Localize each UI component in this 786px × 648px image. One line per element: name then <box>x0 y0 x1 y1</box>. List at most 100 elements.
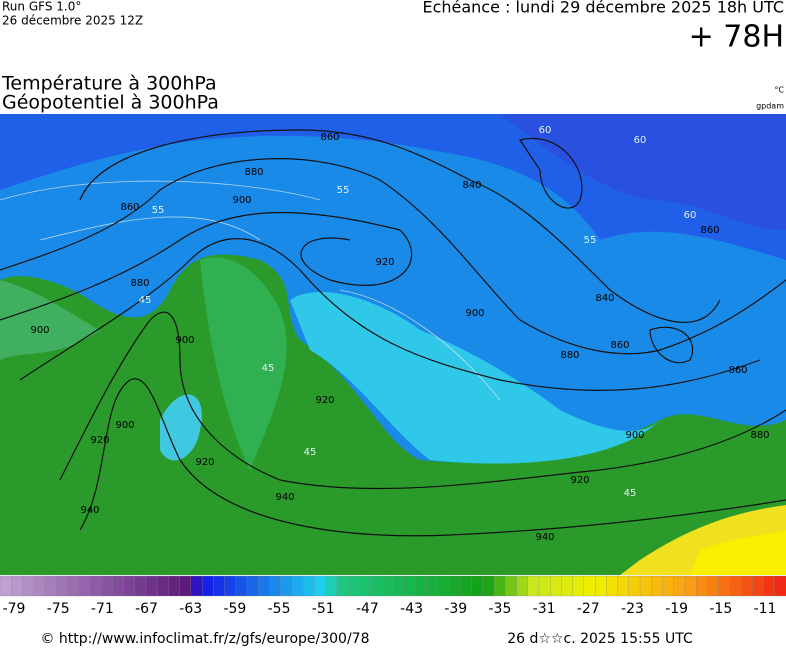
title-geo: Géopotentiel à 300hPa <box>2 92 219 114</box>
colorbar-swatch <box>538 575 551 597</box>
geopotential-label: 940 <box>275 492 294 503</box>
valid-time: Echéance : lundi 29 décembre 2025 18h UT… <box>422 0 784 17</box>
geopotential-label: 920 <box>195 457 214 468</box>
temperature-label: 45 <box>139 295 152 306</box>
temperature-label: 45 <box>304 447 317 458</box>
map <box>0 114 786 575</box>
geopotential-label: 880 <box>560 350 579 361</box>
colorbar-swatch <box>168 575 181 597</box>
geopotential-label: 940 <box>535 532 554 543</box>
geopotential-label: 840 <box>462 180 481 191</box>
geopotential-label: 880 <box>244 167 263 178</box>
colorbar-swatch <box>617 575 630 597</box>
colorbar-swatch <box>426 575 439 597</box>
run: Run GFS 1.0° <box>2 0 81 14</box>
colorbar-swatch <box>347 575 360 597</box>
colorbar-label: -67 <box>135 601 158 617</box>
geopotential-label: 900 <box>175 335 194 346</box>
colorbar-swatch <box>157 575 170 597</box>
colorbar-label: -31 <box>533 601 556 617</box>
temperature-label: 60 <box>634 135 647 146</box>
colorbar-swatch <box>370 575 383 597</box>
colorbar-label: -11 <box>754 601 777 617</box>
unit-geo: gpdam <box>756 102 784 111</box>
geopotential-label: 940 <box>80 505 99 516</box>
geopotential-label: 920 <box>570 475 589 486</box>
geopotential-label: 860 <box>320 132 339 143</box>
colorbar-swatch <box>303 575 316 597</box>
geopotential-label: 920 <box>90 435 109 446</box>
geopotential-label: 880 <box>750 430 769 441</box>
colorbar-swatch <box>684 575 697 597</box>
source: © http://www.infoclimat.fr/z/gfs/europe/… <box>40 631 369 647</box>
colorbar-label: -23 <box>621 601 644 617</box>
colorbar-swatch <box>673 575 686 597</box>
colorbar-swatch <box>505 575 518 597</box>
colorbar-swatch <box>392 575 405 597</box>
colorbar-swatch <box>280 575 293 597</box>
colorbar-swatch <box>190 575 203 597</box>
geopotential-label: 900 <box>115 420 134 431</box>
colorbar-swatch <box>100 575 113 597</box>
colorbar-swatch <box>22 575 35 597</box>
colorbar-swatch <box>235 575 248 597</box>
colorbar-swatch <box>336 575 349 597</box>
colorbar-label: -15 <box>709 601 732 617</box>
geopotential-label: 860 <box>700 225 719 236</box>
temperature-label: 45 <box>262 363 275 374</box>
colorbar-swatch <box>763 575 776 597</box>
colorbar-swatch <box>628 575 641 597</box>
colorbar-swatch <box>471 575 484 597</box>
colorbar-swatch <box>651 575 664 597</box>
colorbar-label: -27 <box>577 601 600 617</box>
geopotential-label: 860 <box>120 202 139 213</box>
colorbar-swatch <box>404 575 417 597</box>
colorbar-swatch <box>516 575 529 597</box>
temperature-label: 55 <box>584 235 597 246</box>
colorbar-swatch <box>460 575 473 597</box>
colorbar-swatch <box>179 575 192 597</box>
colorbar-label: -43 <box>400 601 423 617</box>
geopotential-label: 860 <box>610 340 629 351</box>
geopotential-label: 900 <box>465 308 484 319</box>
lead-time: + 78H <box>689 20 784 55</box>
colorbar-swatch <box>314 575 327 597</box>
geopotential-label: 840 <box>595 293 614 304</box>
colorbar-swatch <box>201 575 214 597</box>
colorbar-swatch <box>44 575 57 597</box>
colorbar-swatch <box>291 575 304 597</box>
colorbar-swatch <box>606 575 619 597</box>
colorbar-swatch <box>123 575 136 597</box>
colorbar-swatch <box>224 575 237 597</box>
colorbar-swatch <box>89 575 102 597</box>
colorbar-label: -19 <box>665 601 688 617</box>
colorbar-swatch <box>718 575 731 597</box>
colorbar-swatch <box>482 575 495 597</box>
geopotential-label: 900 <box>625 430 644 441</box>
colorbar-swatch <box>359 575 372 597</box>
colorbar-swatch <box>381 575 394 597</box>
colorbar-swatch <box>594 575 607 597</box>
colorbar-label: -75 <box>47 601 70 617</box>
colorbar-swatch <box>572 575 585 597</box>
colorbar-swatch <box>662 575 675 597</box>
run-date: 26 décembre 2025 12Z <box>2 14 143 28</box>
temperature-label: 60 <box>539 125 552 136</box>
colorbar-swatch <box>437 575 450 597</box>
title-temp: Température à 300hPa <box>1 73 217 95</box>
temperature-label: 55 <box>152 205 165 216</box>
colorbar-label: -39 <box>444 601 467 617</box>
colorbar-label: -71 <box>91 601 114 617</box>
geopotential-label: 860 <box>728 365 747 376</box>
colorbar-swatch <box>696 575 709 597</box>
colorbar-swatch <box>11 575 24 597</box>
colorbar-swatch <box>0 575 12 597</box>
geopotential-label: 900 <box>30 325 49 336</box>
generated: 26 d☆☆c. 2025 15:55 UTC <box>507 631 693 647</box>
unit-temp: °C <box>774 86 784 95</box>
colorbar-swatch <box>112 575 125 597</box>
geopotential-label: 920 <box>375 257 394 268</box>
colorbar-swatch <box>55 575 69 597</box>
colorbar-swatch <box>134 575 147 597</box>
